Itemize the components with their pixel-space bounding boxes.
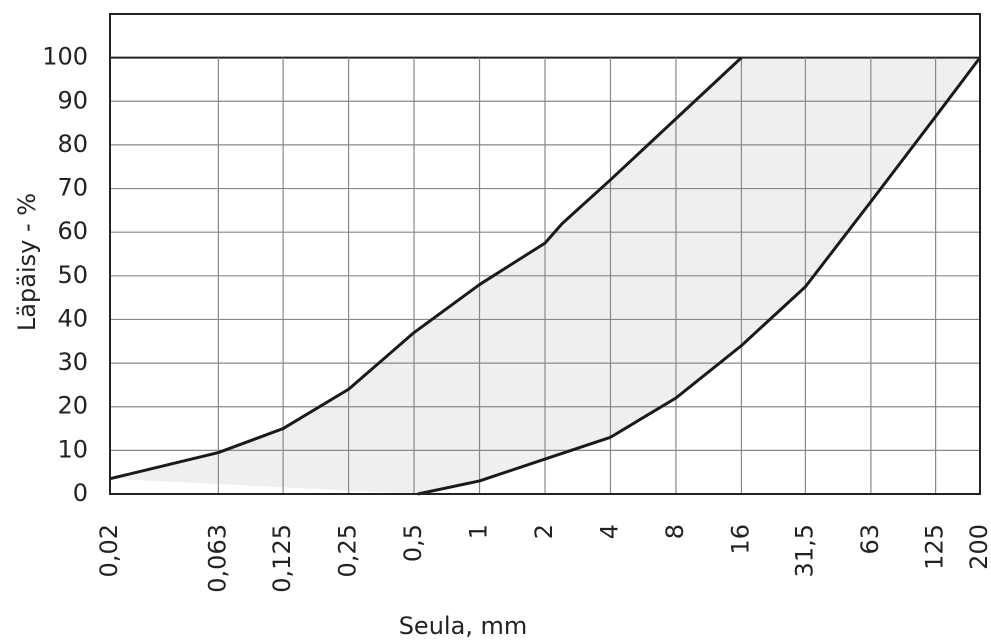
plot-border	[109, 13, 981, 495]
y-tick-label: 40	[57, 304, 88, 332]
x-tick-label: 0,063	[203, 524, 231, 593]
x-tick-label: 0,02	[95, 524, 123, 577]
y-tick-label: 70	[57, 174, 88, 202]
y-tick-label: 0	[73, 479, 88, 507]
y-axis-title: Läpäisy - %	[13, 193, 41, 331]
x-tick-label: 0,125	[268, 524, 296, 593]
y-tick-label: 20	[57, 392, 88, 420]
y-tick-label: 90	[57, 86, 88, 114]
x-tick-label: 4	[595, 524, 623, 539]
x-tick-label: 63	[856, 524, 884, 555]
x-tick-label: 0,5	[399, 524, 427, 562]
x-tick-label: 1	[465, 524, 493, 539]
curve	[417, 56, 982, 496]
x-tick-label: 125	[921, 524, 949, 570]
x-tick-label: 16	[726, 524, 754, 555]
y-tick-label: 80	[57, 130, 88, 158]
y-tick-label: 50	[57, 261, 88, 289]
x-tick-label: 0,25	[334, 524, 362, 577]
y-tick-label: 100	[42, 43, 88, 71]
curve	[109, 56, 743, 481]
y-tick-label: 60	[57, 217, 88, 245]
x-tick-label: 31,5	[790, 524, 818, 577]
x-tick-label: 2	[530, 524, 558, 539]
x-tick-label: 200	[965, 524, 991, 570]
y-tick-label: 10	[57, 435, 88, 463]
x-tick-label: 8	[661, 524, 689, 539]
y-tick-label: 30	[57, 348, 88, 376]
x-axis-title: Seula, mm	[399, 612, 528, 640]
